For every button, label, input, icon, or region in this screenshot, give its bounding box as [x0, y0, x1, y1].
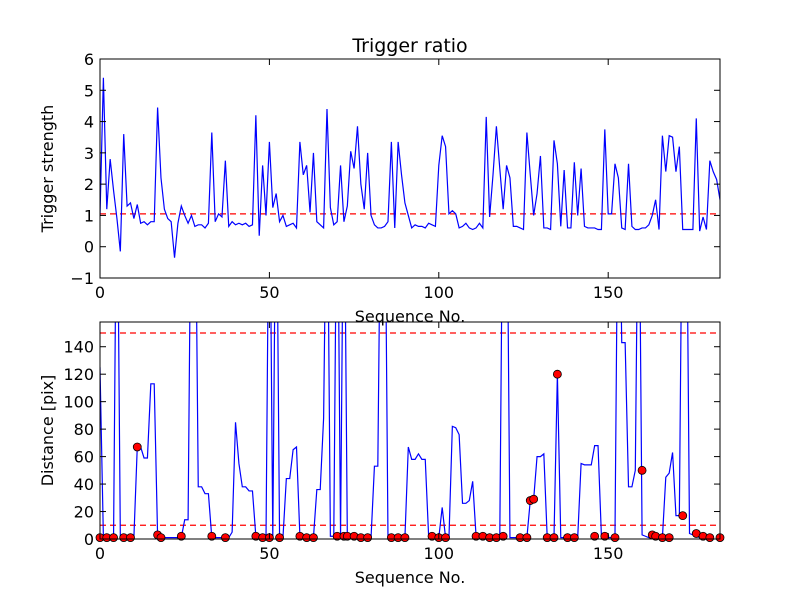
y-tick-label: 80 [74, 420, 94, 439]
axes-frame [99, 321, 721, 540]
y-tick-label: 0 [84, 530, 94, 549]
y-tick-label: 4 [84, 113, 94, 132]
y-tick-label: 120 [63, 365, 94, 384]
data-point-marker [363, 533, 373, 543]
data-point-marker [522, 533, 532, 543]
chart-2: 0 50 100 150 0 20 40 60 80 100 120 140 Sequence No. D… [38, 321, 725, 587]
x-tick-label: 150 [593, 544, 624, 563]
data-point-marker [400, 533, 410, 543]
axes-frame [99, 58, 721, 279]
markers [95, 369, 725, 543]
x-tick-label: 0 [95, 283, 105, 302]
data-point-marker [610, 533, 620, 543]
data-point-marker [132, 442, 142, 452]
data-point-marker [498, 531, 508, 541]
x-tick-label: 0 [95, 544, 105, 563]
y-tick-label: 5 [84, 81, 94, 100]
data-point-marker [529, 494, 539, 504]
data-point-marker [441, 533, 450, 543]
y-tick-label: 100 [63, 393, 94, 412]
x-axis-label: Sequence No. [355, 307, 466, 326]
y-tick-label: 2 [84, 175, 94, 194]
data-point-marker [109, 533, 118, 543]
data-point-marker [549, 533, 559, 543]
y-tick-label: 3 [84, 144, 94, 163]
y-tick-label: 0 [84, 238, 94, 257]
data-point-marker [275, 533, 284, 543]
x-tick-label: 50 [259, 544, 279, 563]
x-axis-label: Sequence No. [355, 568, 466, 587]
data-point-marker [220, 533, 230, 543]
data-point-marker [705, 533, 715, 543]
data-point-marker [309, 533, 318, 543]
data-point-marker [678, 511, 688, 521]
y-tick-label: 6 [84, 50, 94, 69]
y-tick-label: −1 [70, 269, 94, 288]
y-axis-label: Trigger strength [38, 105, 57, 234]
data-point-marker [207, 531, 217, 541]
x-tick-label: 100 [424, 544, 455, 563]
data-point-marker [156, 533, 166, 543]
data-point-marker [176, 531, 186, 541]
y-tick-label: 1 [84, 206, 94, 225]
data-point-marker [552, 369, 562, 379]
data-point-marker [600, 531, 610, 541]
y-tick-label: 40 [74, 475, 94, 494]
data-point-marker [126, 533, 135, 543]
y-tick-label: 140 [63, 338, 94, 357]
data-point-marker [569, 533, 579, 543]
x-tick-label: 150 [593, 283, 624, 302]
y-axis-label: Distance [pix] [38, 375, 57, 487]
x-tick-label: 100 [424, 283, 455, 302]
plot-area [100, 77, 720, 258]
series-line [100, 77, 720, 258]
x-tick-label: 50 [259, 283, 279, 302]
y-tick-label: 60 [74, 448, 94, 467]
data-point-marker [637, 465, 647, 475]
y-tick-label: 20 [74, 503, 94, 522]
chart-title: Trigger ratio [351, 35, 467, 57]
data-point-marker [664, 533, 674, 543]
data-point-marker [590, 531, 600, 541]
